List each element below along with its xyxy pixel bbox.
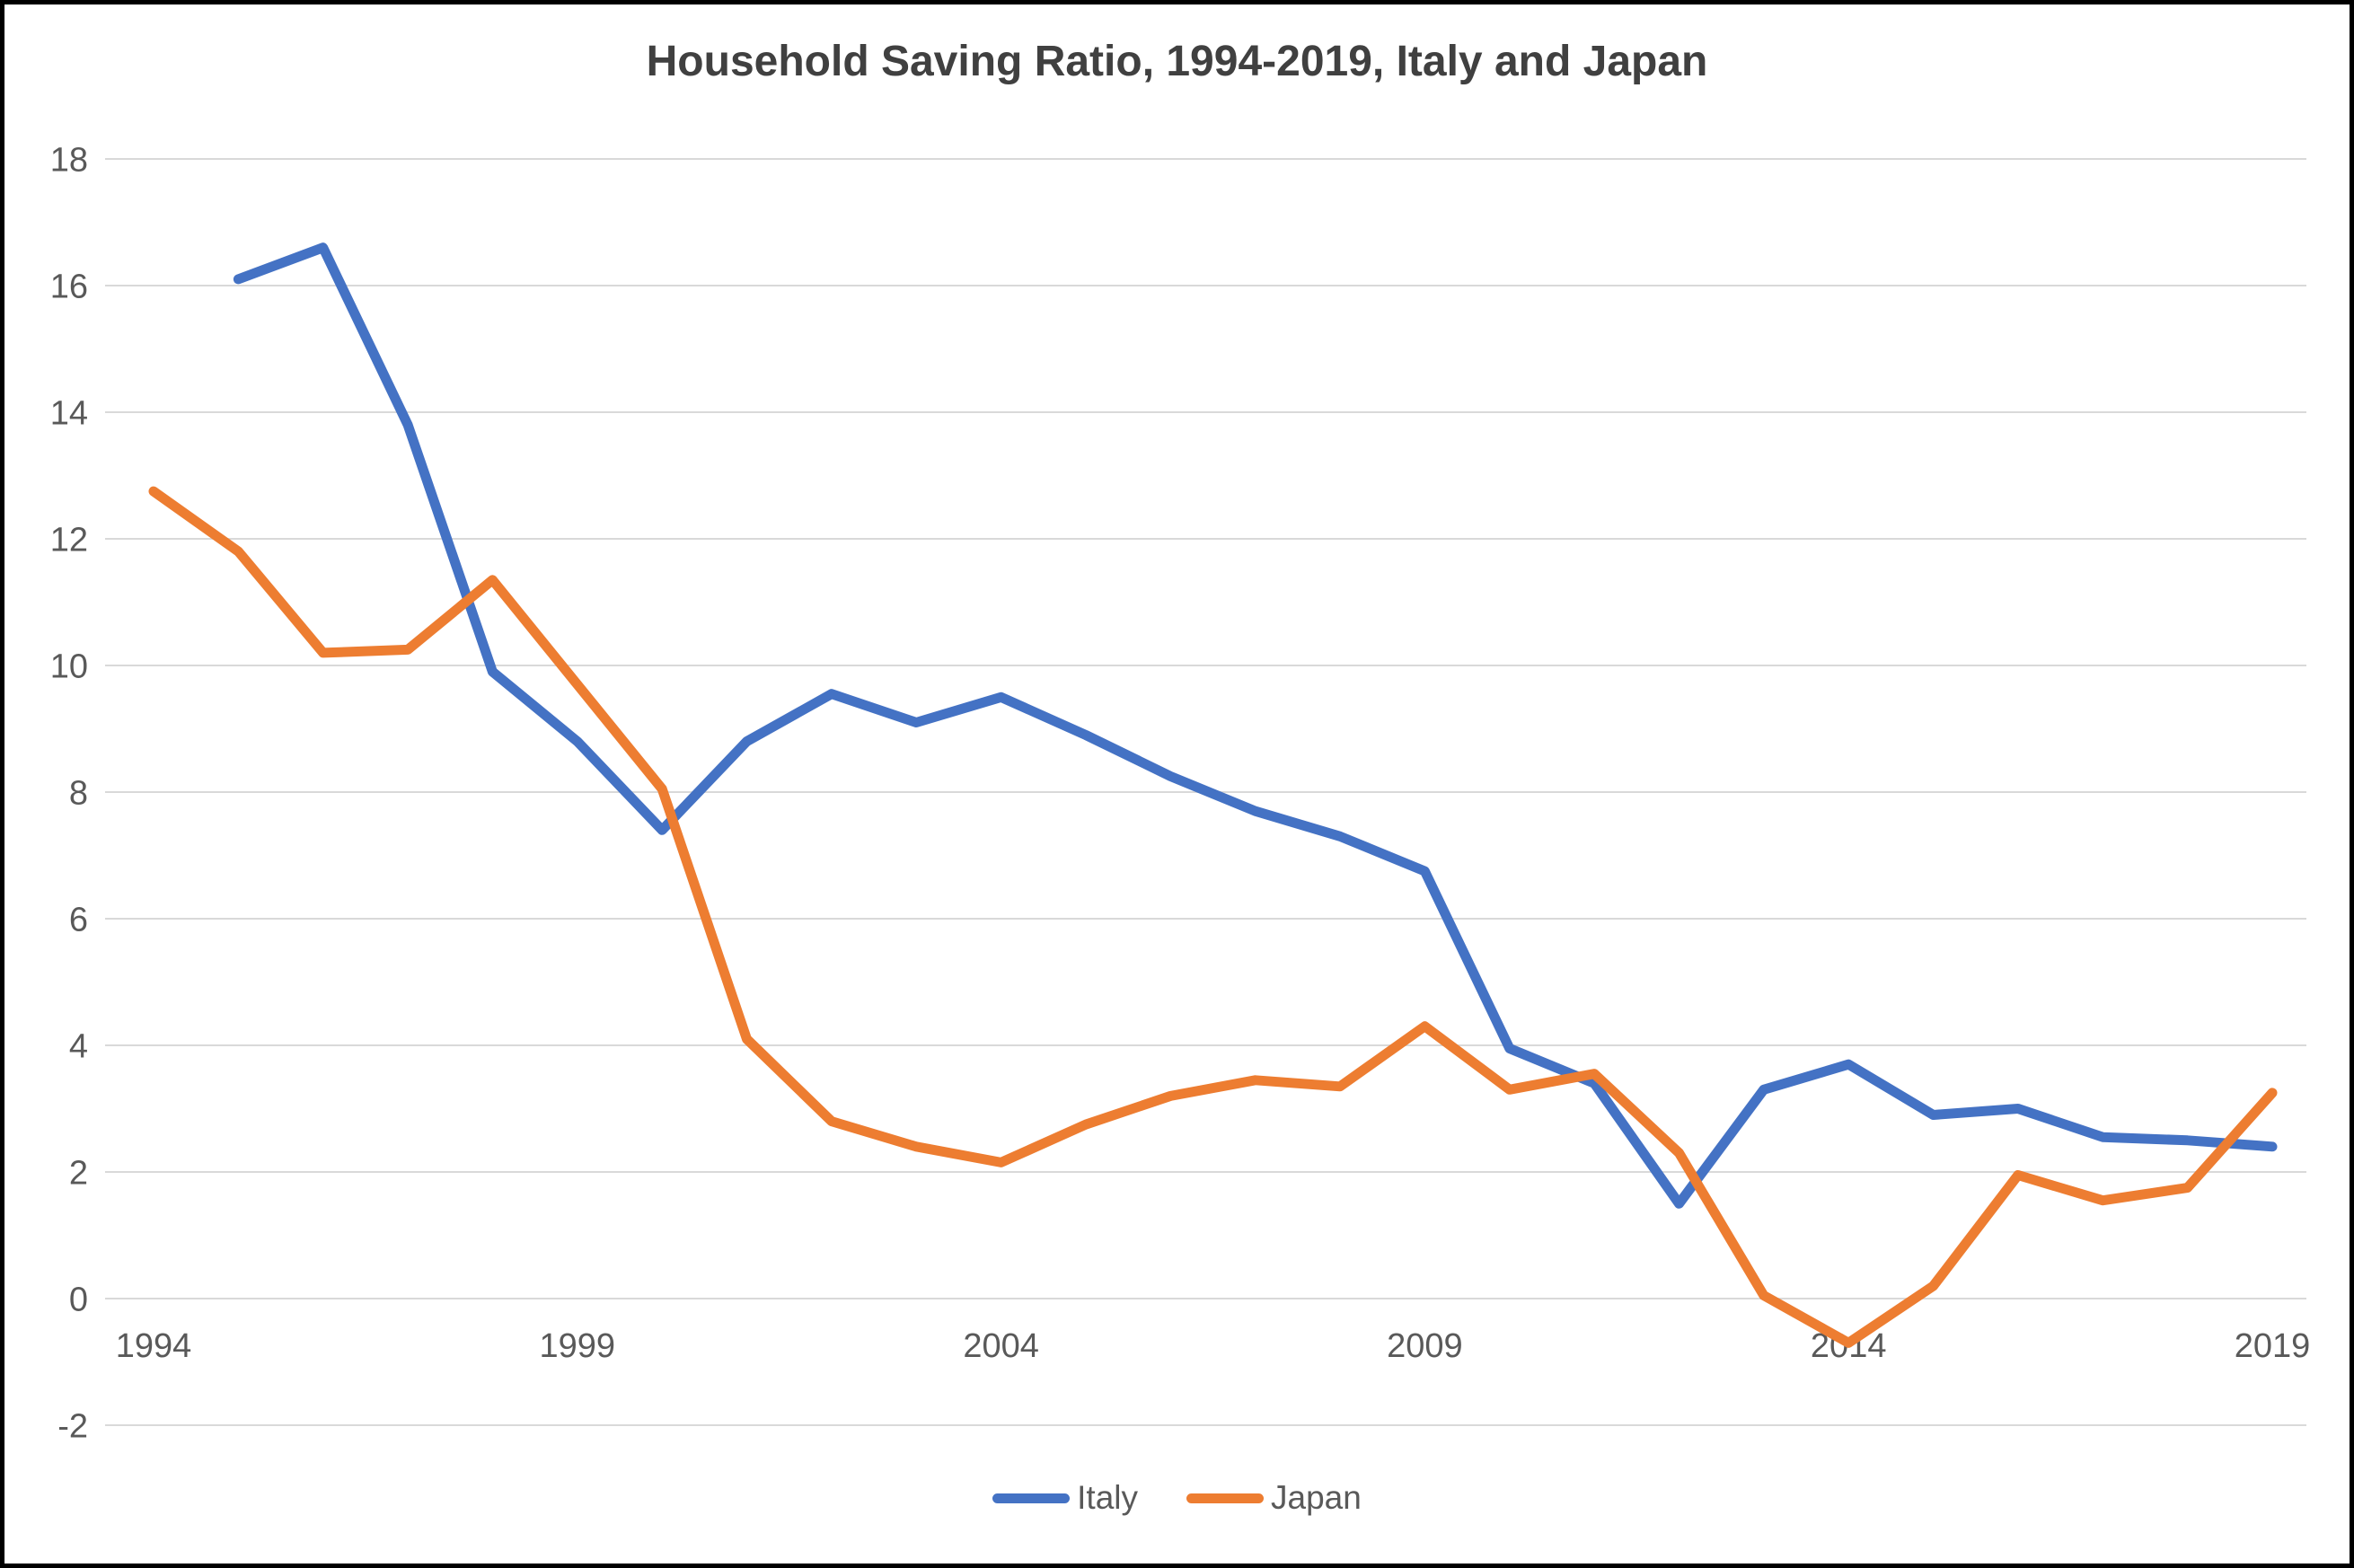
x-tick-label-2009: 2009 — [1387, 1327, 1463, 1365]
series-line-japan — [148, 486, 2278, 1348]
y-tick-label-18: 18 — [50, 141, 88, 179]
y-tick-label--2: -2 — [57, 1407, 88, 1445]
y-tick-label-2: 2 — [69, 1154, 88, 1192]
chart-legend: Italy Japan — [4, 1479, 2350, 1517]
y-tick-label-6: 6 — [69, 901, 88, 938]
x-tick-label-2019: 2019 — [2235, 1327, 2311, 1365]
chart-title: Household Saving Ratio, 1994-2019, Italy… — [646, 38, 1708, 85]
x-tick-label-1999: 1999 — [540, 1327, 616, 1365]
y-tick-label-14: 14 — [50, 394, 88, 432]
y-tick-label-10: 10 — [50, 647, 88, 685]
y-tick-label-4: 4 — [69, 1027, 88, 1065]
legend-item-japan: Japan — [1186, 1479, 1362, 1517]
legend-swatch-japan — [1186, 1493, 1265, 1503]
legend-swatch-italy — [992, 1493, 1071, 1503]
y-tick-label-12: 12 — [50, 521, 88, 559]
legend-label-italy: Italy — [1077, 1479, 1139, 1516]
y-tick-label-16: 16 — [50, 268, 88, 305]
legend-item-italy: Italy — [992, 1479, 1138, 1517]
y-tick-label-0: 0 — [69, 1281, 88, 1318]
legend-label-japan: Japan — [1271, 1479, 1362, 1516]
x-tick-label-1994: 1994 — [116, 1327, 192, 1365]
y-tick-label-8: 8 — [69, 774, 88, 812]
x-tick-label-2004: 2004 — [963, 1327, 1039, 1365]
series-line-italy — [233, 242, 2278, 1209]
